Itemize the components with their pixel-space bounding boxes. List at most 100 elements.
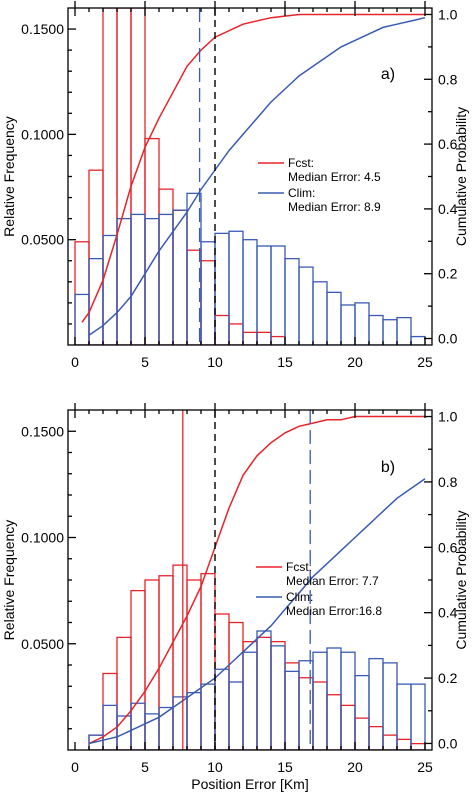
x-tick-label: 25: [417, 759, 433, 775]
y2-tick-label: 0.0: [438, 735, 458, 751]
y-tick-label: 0.1000: [21, 126, 64, 142]
clim-bar: [186, 192, 202, 345]
x-tick-label: 0: [71, 354, 79, 370]
fcst-bar: [228, 621, 244, 750]
clim-legend-text: Median Error: 8.9: [288, 200, 381, 214]
clim-bar: [340, 304, 356, 345]
fcst-legend-text: Median Error: 4.5: [288, 170, 381, 184]
fcst-bar: [326, 694, 342, 750]
clim-bar: [242, 651, 258, 750]
clim-bar: [130, 213, 146, 345]
y2-tick-label: 0.0: [438, 331, 458, 347]
clim-bar: [396, 683, 412, 750]
clim-bar: [368, 657, 384, 750]
clim-legend-text: Clim:: [286, 590, 313, 604]
fcst-bar: [270, 335, 286, 345]
panel-b: 0 5 10 15 20 25 0.0500 0.1000 0.1500 0.0 0.2 0.4 0.6…: [1, 403, 469, 792]
clim-bar: [270, 245, 286, 345]
clim-bar: [326, 291, 342, 345]
clim-bar: [382, 662, 398, 750]
fcst-bar: [256, 636, 272, 750]
x-tick-label: 20: [347, 759, 363, 775]
fcst-bar: [312, 681, 328, 750]
clim-bar: [186, 691, 202, 750]
clim-bar: [410, 683, 426, 750]
y2-tick-label: 0.6: [438, 136, 458, 152]
fcst-bar: [172, 564, 188, 750]
fcst-bar: [396, 738, 412, 750]
x-axis-label: Position Error [Km]: [191, 776, 308, 792]
clim-cumulative-line: [88, 478, 426, 745]
fcst-legend-text: Fcst:: [288, 156, 314, 170]
fcst-bar: [88, 169, 104, 345]
y2-tick-label: 0.2: [438, 670, 458, 686]
fcst-bar: [354, 717, 370, 750]
fcst-bar: [116, 8, 132, 345]
y2-tick-label: 0.8: [438, 71, 458, 87]
fcst-bar: [74, 241, 90, 345]
x-tick-label: 20: [347, 354, 363, 370]
clim-bar: [172, 696, 188, 750]
clim-bar: [256, 245, 272, 345]
clim-bar: [340, 651, 356, 750]
y2-axis-label: Cumulative Probability: [453, 107, 469, 246]
fcst-bar: [242, 331, 258, 345]
y-tick-label: 0.0500: [21, 636, 64, 652]
panel-a: 0 5 10 15 20 25 0.0500 0.1000 0.1500 0.0 0.2 0.4 0.6…: [1, 1, 469, 370]
clim-legend-text: Median Error:16.8: [286, 604, 382, 618]
fcst-bar: [130, 8, 146, 345]
x-tick-label: 5: [141, 354, 149, 370]
fcst-bar: [228, 323, 244, 345]
clim-bar: [88, 257, 104, 345]
y2-tick-label: 0.6: [438, 539, 458, 555]
clim-bar: [144, 217, 160, 345]
y-tick-label: 0.1000: [21, 530, 64, 546]
plot-area: [88, 410, 426, 750]
clim-bar: [354, 302, 370, 345]
clim-bar: [144, 713, 160, 750]
clim-bar: [200, 241, 216, 345]
clim-bar: [116, 217, 132, 345]
y-axis-label: Relative Frequency: [1, 116, 17, 237]
fcst-bar: [340, 704, 356, 750]
fcst-cumulative-line: [88, 415, 425, 745]
fcst-cumulative-line: [81, 13, 425, 323]
y2-tick-label: 1.0: [438, 409, 458, 425]
fcst-bar: [256, 331, 272, 345]
plot-area: [74, 8, 426, 345]
panel-label: a): [381, 66, 395, 83]
clim-bar: [298, 660, 314, 750]
clim-bar: [102, 234, 118, 345]
fcst-bar: [214, 314, 230, 345]
y2-tick-label: 0.4: [438, 201, 458, 217]
clim-bar: [228, 230, 244, 345]
fcst-bar: [382, 734, 398, 750]
clim-bar: [74, 293, 90, 345]
clim-bar: [354, 674, 370, 750]
fcst-bar: [214, 613, 230, 750]
clim-bar: [382, 319, 398, 345]
fcst-bar: [102, 8, 118, 345]
clim-bar: [284, 257, 300, 345]
fcst-bar: [200, 572, 216, 750]
fcst-bar: [270, 640, 286, 750]
clim-bar: [368, 314, 384, 345]
clim-bar: [214, 232, 230, 345]
fcst-bar: [368, 725, 384, 750]
fcst-bar: [158, 188, 174, 345]
fcst-bar: [298, 677, 314, 750]
y-tick-label: 0.1500: [21, 423, 64, 439]
y2-tick-label: 0.8: [438, 474, 458, 490]
clim-bar: [312, 281, 328, 345]
clim-bar: [396, 316, 412, 345]
fcst-bar: [200, 260, 216, 345]
y-tick-label: 0.1500: [21, 21, 64, 37]
clim-bar: [214, 668, 230, 750]
clim-legend-text: Clim:: [288, 186, 315, 200]
fcst-legend-text: Median Error: 7.7: [286, 574, 379, 588]
y2-axis-label: Cumulative Probability: [453, 510, 469, 649]
clim-bar: [298, 266, 314, 345]
clim-bar: [284, 670, 300, 750]
y2-tick-label: 0.4: [438, 605, 458, 621]
